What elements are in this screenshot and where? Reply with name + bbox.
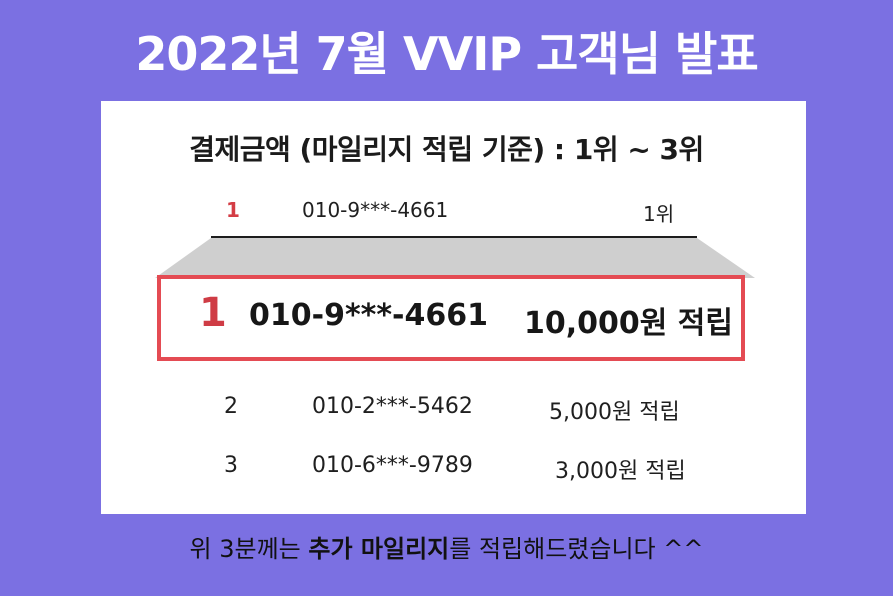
zoom-connector: [155, 238, 755, 278]
list-item: 2 010-2***-5462 5,000원 적립: [0, 394, 893, 434]
highlight-phone: 010-9***-4661: [249, 298, 488, 333]
page-title: 2022년 7월 VVIP 고객님 발표: [135, 27, 758, 81]
footer-message: 위 3분께는 추가 마일리지를 적립해드렸습니다 ^^: [0, 529, 893, 564]
highlight-rank-number: 1: [199, 290, 227, 336]
top-rank-label: 1위: [643, 202, 675, 226]
top-row-divider: [211, 236, 697, 238]
ranking-subtitle: 결제금액 (마일리지 적립 기준) : 1위 ~ 3위: [189, 133, 704, 166]
footer-suffix: 를 적립해드렸습니다 ^^: [449, 535, 704, 563]
rank-number: 2: [224, 394, 238, 419]
top-rank-number: 1: [226, 198, 240, 222]
top-rank-row: 1 010-9***-4661 1위: [0, 198, 893, 238]
footer-emphasis: 추가 마일리지: [308, 535, 450, 563]
highlight-card: 1 010-9***-4661 10,000원 적립: [157, 275, 745, 361]
reward-amount: 5,000원 적립: [549, 400, 680, 425]
phone-number: 010-6***-9789: [312, 453, 473, 478]
rank-number: 3: [224, 453, 238, 478]
reward-amount: 3,000원 적립: [555, 459, 686, 484]
highlight-reward: 10,000원 적립: [524, 306, 734, 341]
phone-number: 010-2***-5462: [312, 394, 473, 419]
top-rank-phone: 010-9***-4661: [302, 198, 449, 222]
footer-prefix: 위 3분께는: [189, 535, 309, 563]
list-item: 3 010-6***-9789 3,000원 적립: [0, 453, 893, 493]
